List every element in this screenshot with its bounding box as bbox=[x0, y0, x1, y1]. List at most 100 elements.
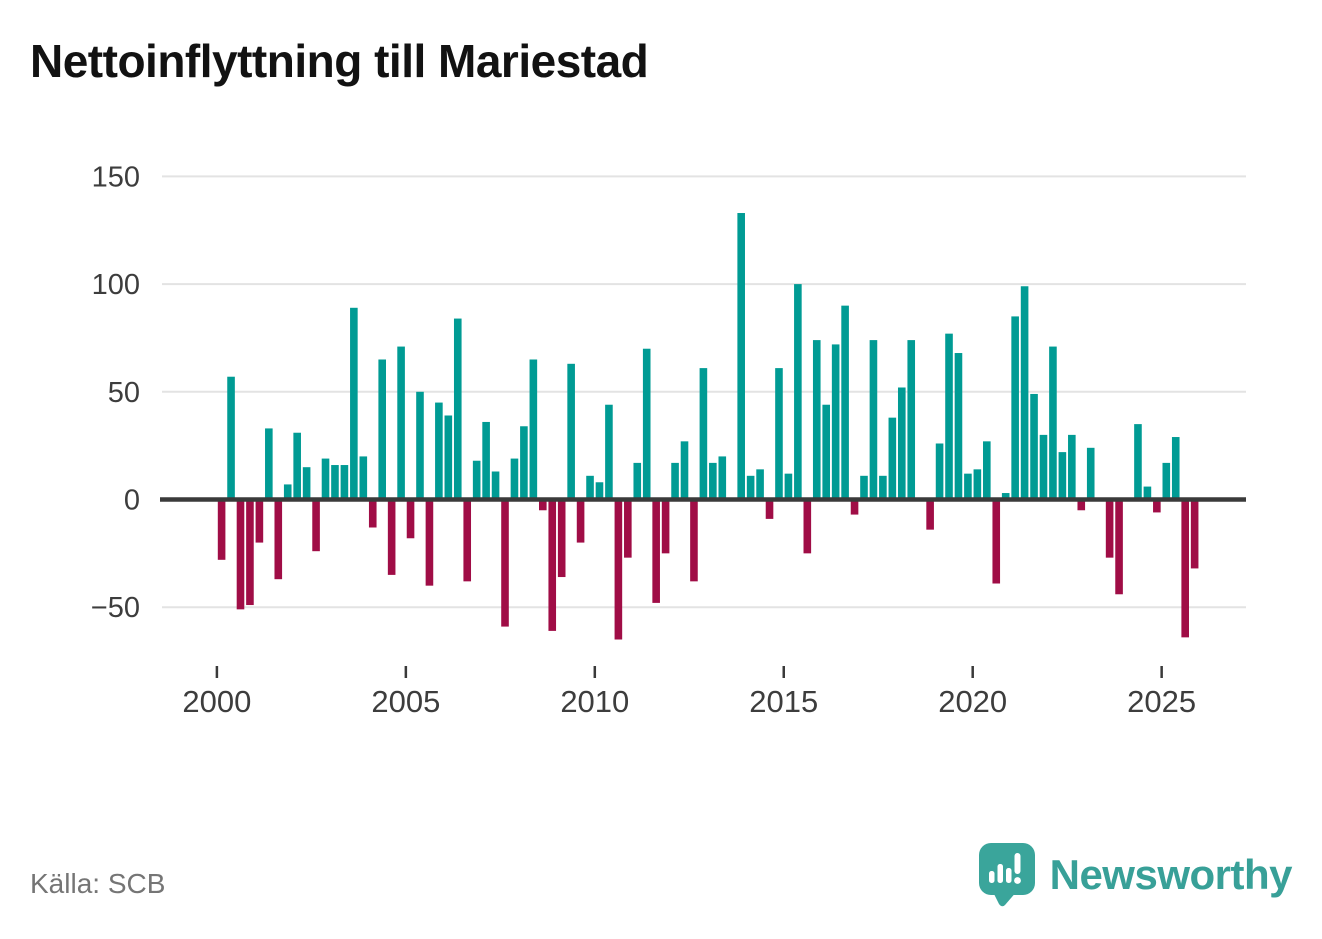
bar bbox=[312, 499, 320, 552]
bar bbox=[973, 469, 982, 500]
x-axis-tick-label: 2020 bbox=[938, 684, 1007, 719]
bar bbox=[1030, 393, 1038, 500]
bar bbox=[1058, 452, 1067, 500]
bar bbox=[765, 499, 774, 519]
bar bbox=[435, 402, 443, 500]
bar bbox=[1086, 447, 1095, 500]
y-axis-tick-label: 150 bbox=[92, 161, 140, 193]
bar bbox=[387, 499, 396, 575]
bar bbox=[557, 499, 566, 578]
bar bbox=[1039, 434, 1048, 500]
bar bbox=[964, 473, 972, 500]
bar bbox=[548, 499, 557, 631]
y-axis-tick-label: 100 bbox=[92, 269, 140, 301]
bar bbox=[822, 404, 831, 500]
newsworthy-icon bbox=[978, 843, 1035, 907]
bar bbox=[359, 456, 368, 500]
bar bbox=[1001, 493, 1010, 500]
x-axis-tick-label: 2015 bbox=[749, 684, 818, 719]
bar bbox=[1134, 424, 1142, 500]
bar bbox=[1190, 499, 1199, 569]
bar bbox=[888, 417, 897, 500]
bar bbox=[378, 359, 386, 500]
bar bbox=[368, 499, 377, 528]
bar bbox=[321, 458, 330, 500]
bar bbox=[491, 471, 500, 500]
bar bbox=[1181, 499, 1189, 638]
bar bbox=[642, 348, 651, 500]
bar bbox=[331, 465, 339, 500]
bar bbox=[1011, 316, 1019, 500]
bar bbox=[453, 318, 462, 500]
bar bbox=[983, 441, 991, 500]
bar bbox=[661, 499, 670, 554]
bar bbox=[737, 213, 745, 500]
bar bbox=[709, 462, 717, 500]
bar bbox=[293, 432, 301, 500]
bar bbox=[699, 368, 708, 500]
bar bbox=[794, 284, 802, 500]
bar bbox=[1068, 434, 1076, 500]
bar bbox=[1115, 499, 1123, 595]
bar bbox=[576, 499, 585, 543]
x-axis-tick-label: 2005 bbox=[371, 684, 440, 719]
bar bbox=[595, 482, 604, 500]
bar bbox=[529, 359, 538, 500]
bar bbox=[869, 340, 878, 500]
bar-chart: 150 100 50 0 −50 2000 2005 2010 2015 2020 2025 bbox=[91, 161, 1246, 719]
bar bbox=[340, 465, 349, 500]
bar bbox=[812, 340, 821, 500]
bar bbox=[992, 499, 1001, 584]
bar bbox=[907, 340, 916, 500]
bar bbox=[444, 415, 453, 500]
bar bbox=[586, 475, 594, 500]
bar bbox=[217, 499, 226, 560]
bar bbox=[624, 499, 632, 558]
bar bbox=[246, 499, 254, 606]
x-axis-tick-label: 2010 bbox=[560, 684, 629, 719]
bar bbox=[879, 475, 887, 500]
bar bbox=[520, 426, 528, 500]
bar bbox=[350, 307, 358, 500]
bar bbox=[501, 499, 509, 627]
bar bbox=[1153, 499, 1161, 513]
x-axis-tick-label: 2000 bbox=[182, 684, 251, 719]
bar bbox=[1020, 286, 1029, 500]
bar bbox=[614, 499, 623, 640]
bar bbox=[897, 387, 906, 500]
bar bbox=[784, 473, 793, 500]
bar bbox=[756, 469, 764, 500]
brand-logo: Newsworthy bbox=[978, 842, 1293, 908]
bar bbox=[775, 368, 783, 500]
bar bbox=[680, 441, 689, 500]
bar bbox=[860, 475, 868, 500]
bar bbox=[538, 499, 547, 511]
bar bbox=[236, 499, 245, 610]
bar bbox=[274, 499, 283, 580]
bar bbox=[283, 484, 292, 500]
bar bbox=[227, 376, 235, 500]
bar bbox=[671, 462, 679, 500]
x-axis-tick-label: 2025 bbox=[1127, 684, 1196, 719]
bar bbox=[1049, 346, 1057, 500]
bar bbox=[841, 305, 849, 500]
bar bbox=[831, 344, 840, 500]
bar bbox=[633, 462, 642, 500]
y-axis-tick-label: −50 bbox=[91, 592, 140, 624]
bar bbox=[718, 456, 727, 500]
bar bbox=[416, 391, 424, 500]
bar bbox=[935, 443, 944, 500]
page-title: Nettoinflyttning till Mariestad bbox=[30, 35, 649, 87]
bar bbox=[397, 346, 405, 500]
bar bbox=[605, 404, 613, 500]
bar bbox=[954, 353, 963, 500]
bar bbox=[803, 499, 812, 554]
bar bbox=[302, 467, 311, 500]
bar bbox=[850, 499, 859, 515]
bar bbox=[463, 499, 472, 582]
brand-name: Newsworthy bbox=[1049, 851, 1293, 898]
bar bbox=[255, 499, 264, 543]
y-axis-tick-label: 0 bbox=[124, 485, 140, 517]
bar bbox=[510, 458, 519, 500]
bar bbox=[1162, 462, 1171, 500]
